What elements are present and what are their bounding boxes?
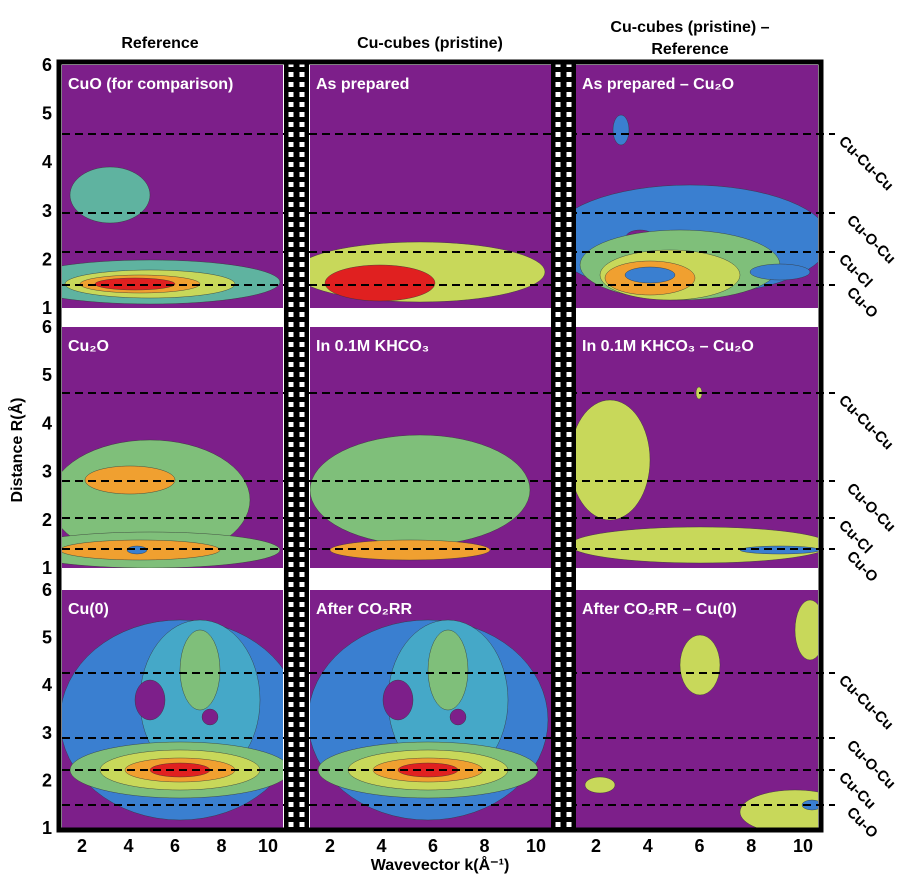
contour bbox=[576, 526, 818, 564]
panel-label: In 0.1M KHCO₃ – Cu₂O bbox=[582, 338, 754, 355]
contour bbox=[584, 776, 616, 794]
panel: After CO₂RR bbox=[310, 590, 551, 828]
x-tick-label: 6 bbox=[694, 836, 704, 856]
y-tick-label: 6 bbox=[42, 317, 52, 337]
x-tick-label: 2 bbox=[591, 836, 601, 856]
x-tick-label: 6 bbox=[170, 836, 180, 856]
x-tick-label: 10 bbox=[258, 836, 278, 856]
shell-label: Cu-O bbox=[843, 548, 881, 586]
x-tick-label: 4 bbox=[376, 836, 386, 856]
contour bbox=[749, 263, 811, 281]
contour bbox=[794, 599, 818, 661]
contour bbox=[134, 679, 166, 721]
x-tick-label: 4 bbox=[643, 836, 653, 856]
panel: In 0.1M KHCO₃ – Cu₂O bbox=[576, 327, 818, 568]
y-axis-label: Distance R(Å) bbox=[7, 398, 26, 503]
shell-label: Cu-O bbox=[843, 804, 881, 842]
row-gap bbox=[62, 308, 818, 327]
x-tick-label: 2 bbox=[77, 836, 87, 856]
panel-label: As prepared – Cu₂O bbox=[582, 76, 734, 93]
panel-label: After CO₂RR – Cu(0) bbox=[582, 601, 737, 618]
contour bbox=[427, 629, 469, 711]
contour bbox=[201, 708, 219, 726]
panel-label: After CO₂RR bbox=[316, 601, 412, 618]
contour bbox=[310, 434, 531, 546]
x-tick-label: 8 bbox=[746, 836, 756, 856]
frame bbox=[56, 59, 824, 833]
y-tick-label: 2 bbox=[42, 510, 52, 530]
contour bbox=[739, 789, 818, 828]
contour bbox=[382, 679, 414, 721]
panel-label: CuO (for comparison) bbox=[68, 76, 233, 93]
y-tick-label: 3 bbox=[42, 723, 52, 743]
column-header: Cu-cubes (pristine) – bbox=[610, 19, 769, 36]
y-tick-label: 5 bbox=[42, 104, 52, 124]
x-tick-label: 4 bbox=[123, 836, 133, 856]
y-tick-label: 5 bbox=[42, 628, 52, 648]
y-tick-label: 3 bbox=[42, 462, 52, 482]
x-tick-label: 10 bbox=[793, 836, 813, 856]
y-tick-label: 2 bbox=[42, 249, 52, 269]
contour bbox=[679, 634, 721, 696]
x-tick-label: 10 bbox=[526, 836, 546, 856]
y-tick-label: 1 bbox=[42, 818, 52, 838]
panel-label: Cu₂O bbox=[68, 338, 109, 355]
shell-label: Cu-Cu-Cu bbox=[835, 133, 897, 195]
panel-label: In 0.1M KHCO₃ bbox=[316, 338, 429, 355]
x-tick-label: 6 bbox=[428, 836, 438, 856]
x-tick-label: 8 bbox=[216, 836, 226, 856]
panel: In 0.1M KHCO₃ bbox=[310, 327, 551, 568]
panel-label: Cu(0) bbox=[68, 601, 109, 618]
column-gap bbox=[284, 62, 309, 830]
y-tick-label: 2 bbox=[42, 770, 52, 790]
contour bbox=[576, 399, 651, 521]
contour bbox=[624, 266, 676, 284]
column-header: Cu-cubes (pristine) bbox=[357, 35, 503, 52]
column-gap bbox=[551, 62, 576, 830]
panel: As prepared bbox=[310, 65, 551, 308]
panel-label: As prepared bbox=[316, 76, 409, 93]
contour bbox=[324, 264, 436, 302]
x-tick-label: 2 bbox=[325, 836, 335, 856]
column-header: Reference bbox=[651, 41, 728, 58]
x-axis-label: Wavevector k(Å⁻¹) bbox=[371, 855, 510, 874]
y-tick-label: 4 bbox=[42, 152, 52, 172]
panel: Cu(0) bbox=[62, 590, 283, 828]
y-tick-label: 3 bbox=[42, 201, 52, 221]
y-tick-label: 4 bbox=[42, 413, 52, 433]
contour bbox=[612, 114, 630, 146]
y-tick-label: 4 bbox=[42, 675, 52, 695]
shell-label: Cu-Cu-Cu bbox=[835, 672, 897, 734]
y-tick-label: 6 bbox=[42, 580, 52, 600]
panel: After CO₂RR – Cu(0) bbox=[576, 590, 818, 828]
panel: CuO (for comparison) bbox=[62, 65, 283, 308]
contour bbox=[449, 708, 467, 726]
panel: As prepared – Cu₂O bbox=[576, 65, 818, 308]
y-tick-label: 1 bbox=[42, 558, 52, 578]
shell-label: Cu-Cu-Cu bbox=[835, 392, 897, 454]
contour bbox=[69, 166, 151, 224]
shell-label: Cu-O bbox=[843, 284, 881, 322]
panel: Cu₂O bbox=[62, 327, 283, 568]
y-tick-label: 5 bbox=[42, 365, 52, 385]
y-tick-label: 6 bbox=[42, 55, 52, 75]
column-header: Reference bbox=[121, 35, 198, 52]
row-gap bbox=[62, 568, 818, 590]
y-tick-label: 1 bbox=[42, 298, 52, 318]
contour bbox=[179, 629, 221, 711]
x-tick-label: 8 bbox=[479, 836, 489, 856]
panel-bg bbox=[576, 590, 818, 828]
